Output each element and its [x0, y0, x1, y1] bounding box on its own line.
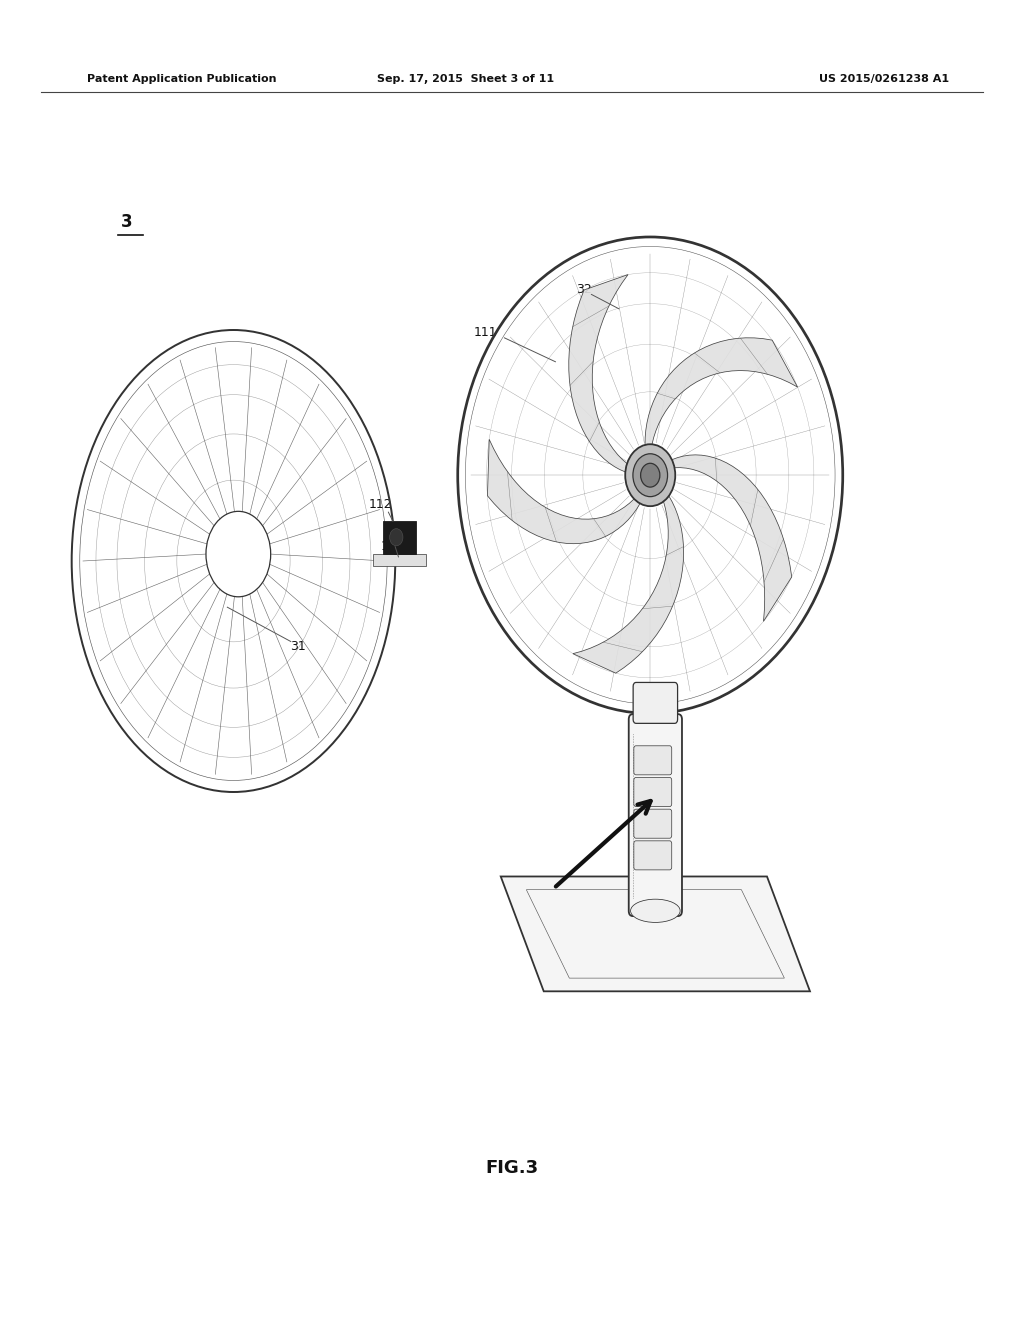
- Polygon shape: [572, 496, 684, 673]
- Text: US 2015/0261238 A1: US 2015/0261238 A1: [819, 74, 949, 84]
- Ellipse shape: [631, 899, 680, 923]
- Text: 111: 111: [474, 326, 498, 339]
- Polygon shape: [383, 521, 416, 554]
- Ellipse shape: [641, 463, 659, 487]
- FancyBboxPatch shape: [629, 714, 682, 916]
- Ellipse shape: [633, 454, 668, 496]
- FancyBboxPatch shape: [633, 682, 678, 723]
- Text: Patent Application Publication: Patent Application Publication: [87, 74, 276, 84]
- Polygon shape: [645, 338, 798, 445]
- FancyBboxPatch shape: [634, 746, 672, 775]
- FancyBboxPatch shape: [634, 841, 672, 870]
- Ellipse shape: [626, 445, 675, 506]
- Text: Sep. 17, 2015  Sheet 3 of 11: Sep. 17, 2015 Sheet 3 of 11: [378, 74, 554, 84]
- Text: 31: 31: [290, 640, 305, 653]
- Text: 12: 12: [381, 540, 396, 553]
- FancyBboxPatch shape: [634, 777, 672, 807]
- Ellipse shape: [389, 528, 403, 546]
- Polygon shape: [373, 554, 426, 566]
- Polygon shape: [487, 440, 640, 544]
- Polygon shape: [501, 876, 810, 991]
- Polygon shape: [568, 275, 628, 473]
- Polygon shape: [672, 455, 792, 622]
- Text: 112: 112: [369, 498, 392, 511]
- Text: FIG.3: FIG.3: [485, 1159, 539, 1177]
- FancyBboxPatch shape: [634, 809, 672, 838]
- Text: 3: 3: [121, 213, 132, 231]
- Ellipse shape: [206, 511, 270, 597]
- Text: 32: 32: [577, 282, 592, 296]
